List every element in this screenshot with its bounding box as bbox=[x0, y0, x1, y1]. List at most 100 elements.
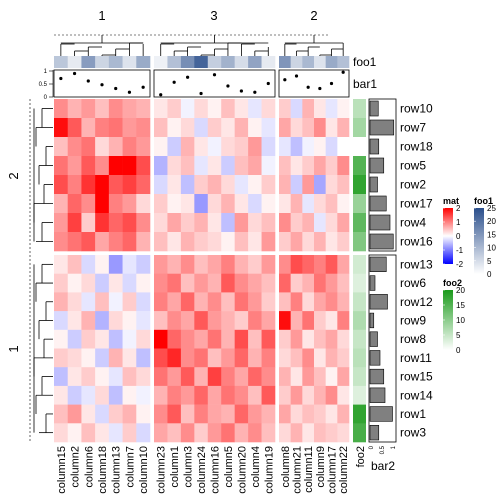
heatmap-cell bbox=[180, 404, 195, 424]
column-label: column18 bbox=[97, 446, 109, 494]
row-label: row4 bbox=[400, 216, 426, 230]
heatmap-cell bbox=[279, 404, 291, 424]
heatmap-cell bbox=[337, 273, 350, 293]
bar1-point bbox=[127, 90, 132, 94]
heatmap-cell bbox=[234, 232, 249, 252]
bar2-bar bbox=[369, 275, 376, 291]
heatmap-cell bbox=[248, 329, 262, 349]
heatmap-cell bbox=[337, 213, 350, 233]
heatmap-cell bbox=[325, 404, 338, 424]
heatmap-cell bbox=[67, 404, 82, 424]
foo2-cell bbox=[353, 292, 366, 312]
heatmap-cell bbox=[314, 137, 326, 157]
heatmap-cell bbox=[279, 137, 291, 157]
heatmap-cell bbox=[248, 311, 262, 331]
heatmap-cell bbox=[108, 273, 123, 293]
heatmap-cell bbox=[154, 404, 168, 424]
column-label: column6 bbox=[83, 446, 95, 488]
heatmap-cell bbox=[180, 255, 195, 274]
heatmap-cell bbox=[261, 99, 276, 119]
column-split-label: 3 bbox=[210, 8, 217, 23]
heatmap-cell bbox=[136, 385, 151, 405]
heatmap-cell bbox=[81, 118, 96, 138]
heatmap-cell bbox=[194, 232, 209, 252]
heatmap-cell bbox=[136, 118, 151, 138]
heatmap-cell bbox=[325, 423, 338, 443]
foo1-cell bbox=[122, 56, 137, 68]
heatmap-cell bbox=[290, 137, 303, 157]
heatmap-cell bbox=[122, 194, 137, 214]
heatmap-cell bbox=[54, 137, 69, 157]
heatmap-cell bbox=[122, 329, 137, 349]
heatmap-cell bbox=[108, 99, 123, 119]
heatmap-cell bbox=[314, 385, 326, 405]
foo1-cell bbox=[261, 56, 276, 68]
heatmap-cell bbox=[108, 137, 123, 157]
heatmap-cell bbox=[67, 329, 82, 349]
heatmap-cell bbox=[167, 255, 182, 274]
heatmap-cell bbox=[122, 156, 137, 176]
heatmap-cell bbox=[337, 385, 350, 405]
heatmap-cell bbox=[122, 404, 137, 424]
heatmap-cell bbox=[325, 292, 338, 312]
heatmap-cell bbox=[325, 385, 338, 405]
foo2-cell bbox=[353, 367, 366, 387]
heatmap-cell bbox=[154, 423, 168, 443]
heatmap-cell bbox=[221, 367, 235, 387]
foo2-cell bbox=[353, 329, 366, 349]
heatmap-cell bbox=[180, 273, 195, 293]
column-label: column22 bbox=[338, 446, 350, 494]
foo1-cell bbox=[154, 56, 168, 68]
heatmap-cell bbox=[234, 423, 249, 443]
heatmap-cell bbox=[136, 156, 151, 176]
heatmap-cell bbox=[261, 175, 276, 195]
heatmap-cell bbox=[290, 385, 303, 405]
heatmap-cell bbox=[95, 194, 110, 214]
heatmap-cell bbox=[261, 232, 276, 252]
foo2-cell bbox=[353, 423, 366, 443]
heatmap-cell bbox=[261, 348, 276, 368]
heatmap-cell bbox=[234, 213, 249, 233]
heatmap-cell bbox=[248, 273, 262, 293]
heatmap-cell bbox=[279, 213, 291, 233]
column-label: column24 bbox=[196, 446, 208, 494]
bar1-point bbox=[199, 91, 203, 96]
heatmap-cell bbox=[302, 175, 315, 195]
foo2-legend-title: foo2 bbox=[443, 278, 462, 288]
heatmap-cell bbox=[154, 232, 168, 252]
heatmap-cell bbox=[154, 118, 168, 138]
foo1-cell bbox=[180, 56, 195, 68]
heatmap-cell bbox=[81, 175, 96, 195]
bar2-bar bbox=[369, 424, 380, 441]
heatmap-cell bbox=[248, 255, 262, 274]
heatmap-cell bbox=[279, 194, 291, 214]
foo2-legend-tick-label: 15 bbox=[456, 301, 465, 310]
row-label: row9 bbox=[400, 313, 426, 327]
heatmap-cell bbox=[248, 367, 262, 387]
heatmap-cell bbox=[67, 118, 82, 138]
foo2-cell bbox=[353, 213, 366, 233]
heatmap-cell bbox=[95, 118, 110, 138]
row-dendrogram bbox=[33, 263, 53, 434]
heatmap-cell bbox=[167, 137, 182, 157]
heatmap-cell bbox=[207, 255, 222, 274]
heatmap-cell bbox=[302, 99, 315, 119]
heatmap-cell bbox=[154, 156, 168, 176]
heatmap-cell bbox=[314, 423, 326, 443]
heatmap-cell bbox=[54, 423, 69, 443]
heatmap-cell bbox=[194, 194, 209, 214]
bar1-point bbox=[172, 80, 176, 84]
heatmap-cell bbox=[279, 385, 291, 405]
heatmap-cell bbox=[154, 348, 168, 368]
heatmap-cell bbox=[81, 156, 96, 176]
heatmap-cell bbox=[167, 348, 182, 368]
heatmap-cell bbox=[302, 367, 315, 387]
column-dendrogram bbox=[60, 35, 144, 56]
column-label: column2 bbox=[70, 446, 82, 488]
heatmap-cell bbox=[167, 194, 182, 214]
column-label: column4 bbox=[250, 446, 262, 488]
bar2-bar bbox=[369, 312, 375, 329]
row-label: row3 bbox=[400, 426, 426, 440]
heatmap-cell bbox=[95, 385, 110, 405]
heatmap-cell bbox=[261, 213, 276, 233]
